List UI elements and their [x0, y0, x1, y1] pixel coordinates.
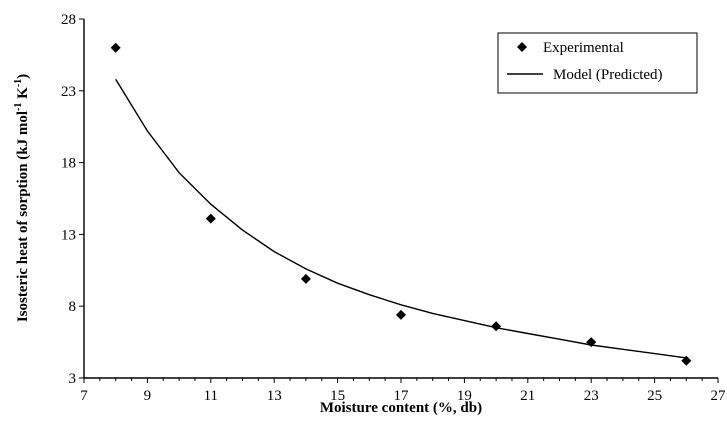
y-tick-label: 8: [69, 299, 77, 315]
x-tick-label: 21: [520, 388, 535, 404]
y-axis-title-mid: K: [15, 87, 31, 103]
legend: Experimental Model (Predicted): [497, 32, 698, 94]
legend-diamond-icon: [517, 42, 527, 52]
x-tick-label: 25: [647, 388, 662, 404]
x-tick-label: 11: [204, 388, 218, 404]
y-axis-title-main: Isosteric heat of sorption (kJ mol: [15, 111, 31, 322]
y-axis-title-end: ): [15, 74, 31, 79]
y-tick-label: 13: [61, 227, 76, 243]
x-ticks: 7 9 11 13 15 17 19 21 23 25 27: [80, 378, 726, 404]
experimental-point: [396, 309, 406, 320]
x-tick-label: 15: [330, 388, 345, 404]
y-tick-label: 28: [61, 12, 76, 28]
plot-series: [110, 42, 692, 366]
x-axis-title: Moisture content (%, db): [320, 400, 482, 416]
legend-label-model: Model (Predicted): [553, 67, 663, 83]
legend-label-experimental: Experimental: [543, 40, 624, 56]
y-axis-title: Isosteric heat of sorption (kJ mol-1 K-1…: [13, 74, 31, 322]
y-tick-label: 3: [69, 371, 77, 387]
experimental-point: [681, 355, 692, 366]
y-ticks: 3 8 13 18 23 28: [61, 12, 84, 387]
experimental-point: [205, 213, 216, 224]
legend-box: [497, 32, 698, 94]
x-tick-label: 7: [80, 388, 88, 404]
x-tick-label: 27: [711, 388, 727, 404]
x-tick-label: 13: [267, 388, 282, 404]
y-axis-title-sup2: -1: [13, 79, 24, 87]
x-tick-label: 23: [584, 388, 599, 404]
y-tick-label: 18: [61, 156, 76, 172]
experimental-point: [491, 321, 502, 332]
experimental-point: [110, 42, 121, 53]
x-tick-label: 19: [457, 388, 472, 404]
x-tick-label: 9: [144, 388, 152, 404]
y-tick-label: 23: [61, 84, 76, 100]
experimental-point: [586, 337, 597, 348]
y-axis-title-sup1: -1: [13, 103, 24, 111]
x-tick-label: 17: [394, 388, 410, 404]
experimental-point: [300, 273, 311, 284]
